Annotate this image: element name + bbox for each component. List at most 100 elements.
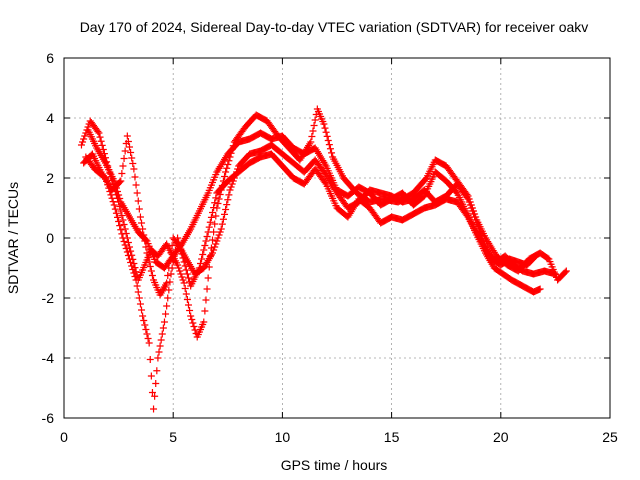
data-point bbox=[114, 188, 122, 195]
data-point bbox=[147, 267, 155, 275]
data-point bbox=[126, 243, 134, 251]
y-tick-label: -2 bbox=[42, 290, 55, 306]
data-point bbox=[205, 223, 213, 231]
data-point bbox=[121, 225, 129, 233]
data-point bbox=[144, 335, 152, 342]
data-point bbox=[180, 279, 188, 287]
data-point bbox=[213, 237, 221, 245]
data-point bbox=[184, 301, 192, 309]
data-point bbox=[143, 249, 151, 257]
data-point bbox=[217, 225, 225, 233]
data-point bbox=[174, 261, 182, 269]
y-tick-label: -4 bbox=[42, 350, 55, 366]
data-point bbox=[116, 222, 124, 230]
data-point bbox=[148, 272, 156, 279]
data-point bbox=[147, 372, 155, 380]
data-point bbox=[532, 252, 540, 260]
data-point bbox=[144, 254, 152, 261]
data-point bbox=[209, 249, 217, 257]
data-layer bbox=[77, 105, 570, 413]
data-point bbox=[121, 241, 129, 249]
data-point bbox=[201, 242, 209, 249]
data-point bbox=[101, 174, 109, 182]
data-point bbox=[108, 194, 116, 202]
data-point bbox=[177, 270, 185, 278]
data-point bbox=[112, 184, 120, 192]
data-point bbox=[166, 278, 174, 286]
data-point bbox=[110, 177, 118, 185]
data-point bbox=[221, 173, 229, 180]
data-point bbox=[321, 124, 329, 132]
data-point bbox=[106, 188, 114, 195]
data-point bbox=[324, 137, 332, 144]
data-point bbox=[228, 180, 236, 188]
data-point bbox=[189, 319, 197, 327]
data-point bbox=[143, 330, 151, 338]
data-point bbox=[222, 168, 230, 176]
data-point bbox=[184, 274, 192, 282]
data-point bbox=[136, 213, 144, 221]
data-point bbox=[157, 336, 165, 344]
data-point bbox=[200, 318, 208, 326]
data-point bbox=[321, 179, 329, 186]
data-point bbox=[212, 240, 220, 248]
data-point bbox=[94, 128, 102, 135]
data-point bbox=[127, 259, 135, 266]
data-point bbox=[178, 250, 186, 258]
data-point bbox=[227, 183, 235, 191]
data-point bbox=[187, 312, 195, 320]
data-point bbox=[135, 205, 143, 213]
data-point bbox=[107, 191, 115, 199]
data-point bbox=[212, 194, 220, 202]
data-point bbox=[320, 120, 328, 128]
data-point bbox=[471, 213, 479, 221]
data-point bbox=[130, 269, 138, 277]
data-point bbox=[145, 258, 153, 266]
data-point bbox=[110, 201, 118, 209]
data-point bbox=[310, 122, 318, 129]
data-point bbox=[135, 294, 143, 302]
data-point bbox=[123, 132, 131, 140]
data-point bbox=[467, 204, 475, 212]
data-point bbox=[116, 195, 124, 202]
data-point bbox=[199, 251, 207, 258]
data-point bbox=[127, 247, 135, 255]
data-point bbox=[133, 282, 141, 290]
data-point bbox=[206, 218, 214, 226]
data-point bbox=[466, 201, 474, 209]
data-point bbox=[464, 195, 472, 203]
data-point bbox=[118, 212, 126, 219]
data-point bbox=[182, 290, 190, 298]
data-point bbox=[201, 307, 209, 315]
data-point bbox=[551, 270, 559, 278]
data-point bbox=[178, 273, 186, 281]
data-point bbox=[142, 236, 150, 244]
data-point bbox=[148, 389, 156, 396]
data-point bbox=[176, 267, 184, 275]
x-tick-label: 0 bbox=[60, 429, 68, 445]
data-point bbox=[179, 276, 187, 284]
data-point bbox=[77, 141, 85, 149]
data-point bbox=[119, 162, 127, 170]
axis-ticks: 0 5 10 15 20 25 -6 -4 -2 0 2 4 6 bbox=[42, 50, 618, 445]
data-point bbox=[159, 324, 167, 332]
data-point bbox=[216, 228, 224, 236]
data-point bbox=[221, 210, 229, 218]
data-point bbox=[97, 137, 105, 145]
data-point bbox=[114, 213, 122, 221]
data-point bbox=[104, 181, 112, 189]
data-point bbox=[120, 238, 128, 245]
data-point bbox=[154, 354, 162, 362]
data-point bbox=[111, 205, 119, 213]
data-point bbox=[307, 138, 315, 146]
x-tick-label: 15 bbox=[384, 429, 400, 445]
series-track-3 bbox=[82, 150, 544, 413]
data-point bbox=[175, 264, 183, 272]
data-point bbox=[164, 272, 172, 279]
data-point bbox=[168, 242, 176, 249]
data-point bbox=[124, 252, 132, 259]
data-point bbox=[531, 253, 539, 261]
data-point bbox=[224, 161, 232, 168]
data-point bbox=[207, 213, 215, 221]
